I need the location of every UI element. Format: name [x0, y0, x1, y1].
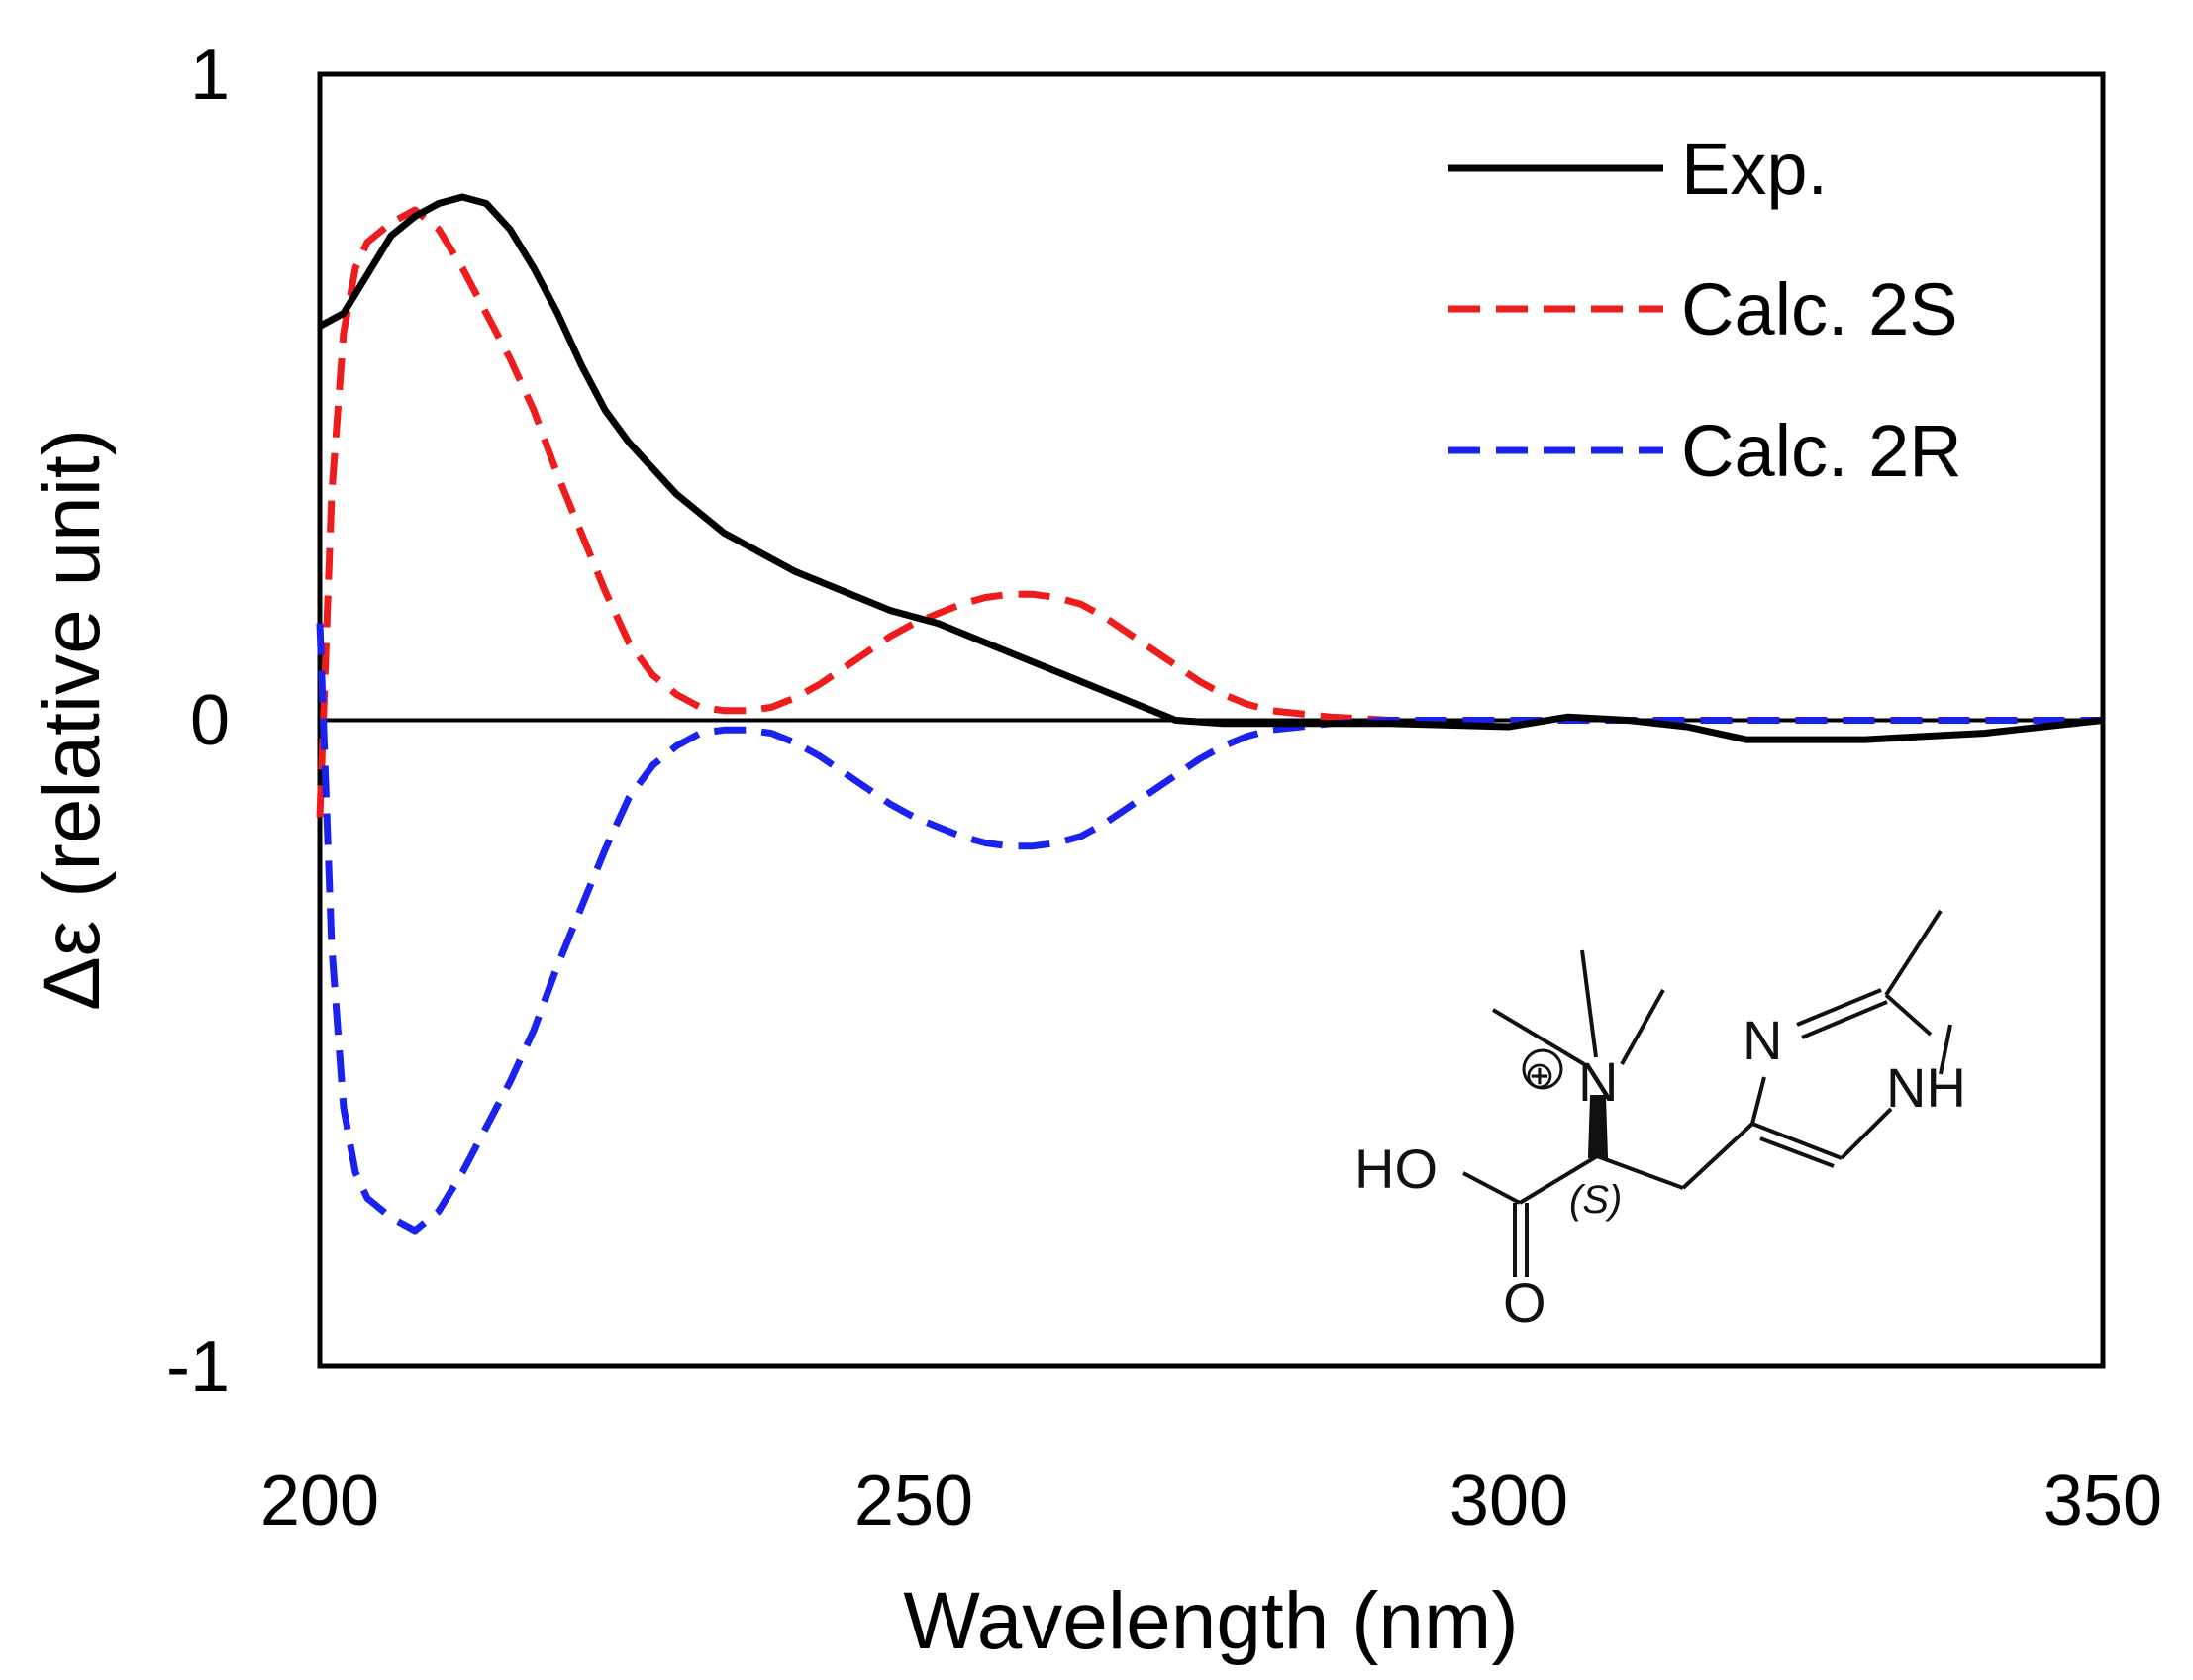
- y-tick-label: 0: [190, 681, 230, 760]
- series-layer: [316, 193, 2104, 1235]
- legend: Exp. Calc. 2S Calc. 2R: [1448, 128, 1962, 492]
- legend-label-calc-2s: Calc. 2S: [1681, 268, 1958, 350]
- x-axis-title: Wavelength (nm): [903, 1576, 1518, 1666]
- molecule-labels: N ⊕ N NH HO O (S): [1354, 1009, 1966, 1334]
- y-tick-label: 1: [190, 36, 230, 115]
- charge-symbol: ⊕: [1524, 1055, 1555, 1097]
- x-tick-label: 200: [260, 1461, 379, 1540]
- x-tick-label: 250: [854, 1461, 973, 1540]
- series-line-exp: [318, 193, 2104, 743]
- x-tick-label: 350: [2043, 1461, 2162, 1540]
- atom-label-hydroxyl: HO: [1354, 1137, 1438, 1200]
- atom-label-ring-n: N: [1743, 1009, 1782, 1071]
- legend-label-exp: Exp.: [1681, 128, 1828, 210]
- atom-label-carbonyl-o: O: [1503, 1271, 1546, 1334]
- legend-label-calc-2r: Calc. 2R: [1681, 410, 1962, 492]
- series-line-calc-2r: [316, 623, 2103, 1235]
- molecule-structure-inset: [1462, 909, 1952, 1277]
- wedge-bond: [1587, 1095, 1609, 1158]
- stereo-descriptor: (S): [1569, 1178, 1622, 1222]
- x-tick-label: 300: [1449, 1461, 1568, 1540]
- series-line-calc-2s: [316, 206, 2103, 818]
- y-axis-title: Δε (relative unit): [27, 429, 117, 1011]
- atom-label-ring-nh: NH: [1886, 1056, 1966, 1119]
- y-tick-label: -1: [166, 1328, 230, 1407]
- atom-label-n-plus: N: [1578, 1050, 1618, 1113]
